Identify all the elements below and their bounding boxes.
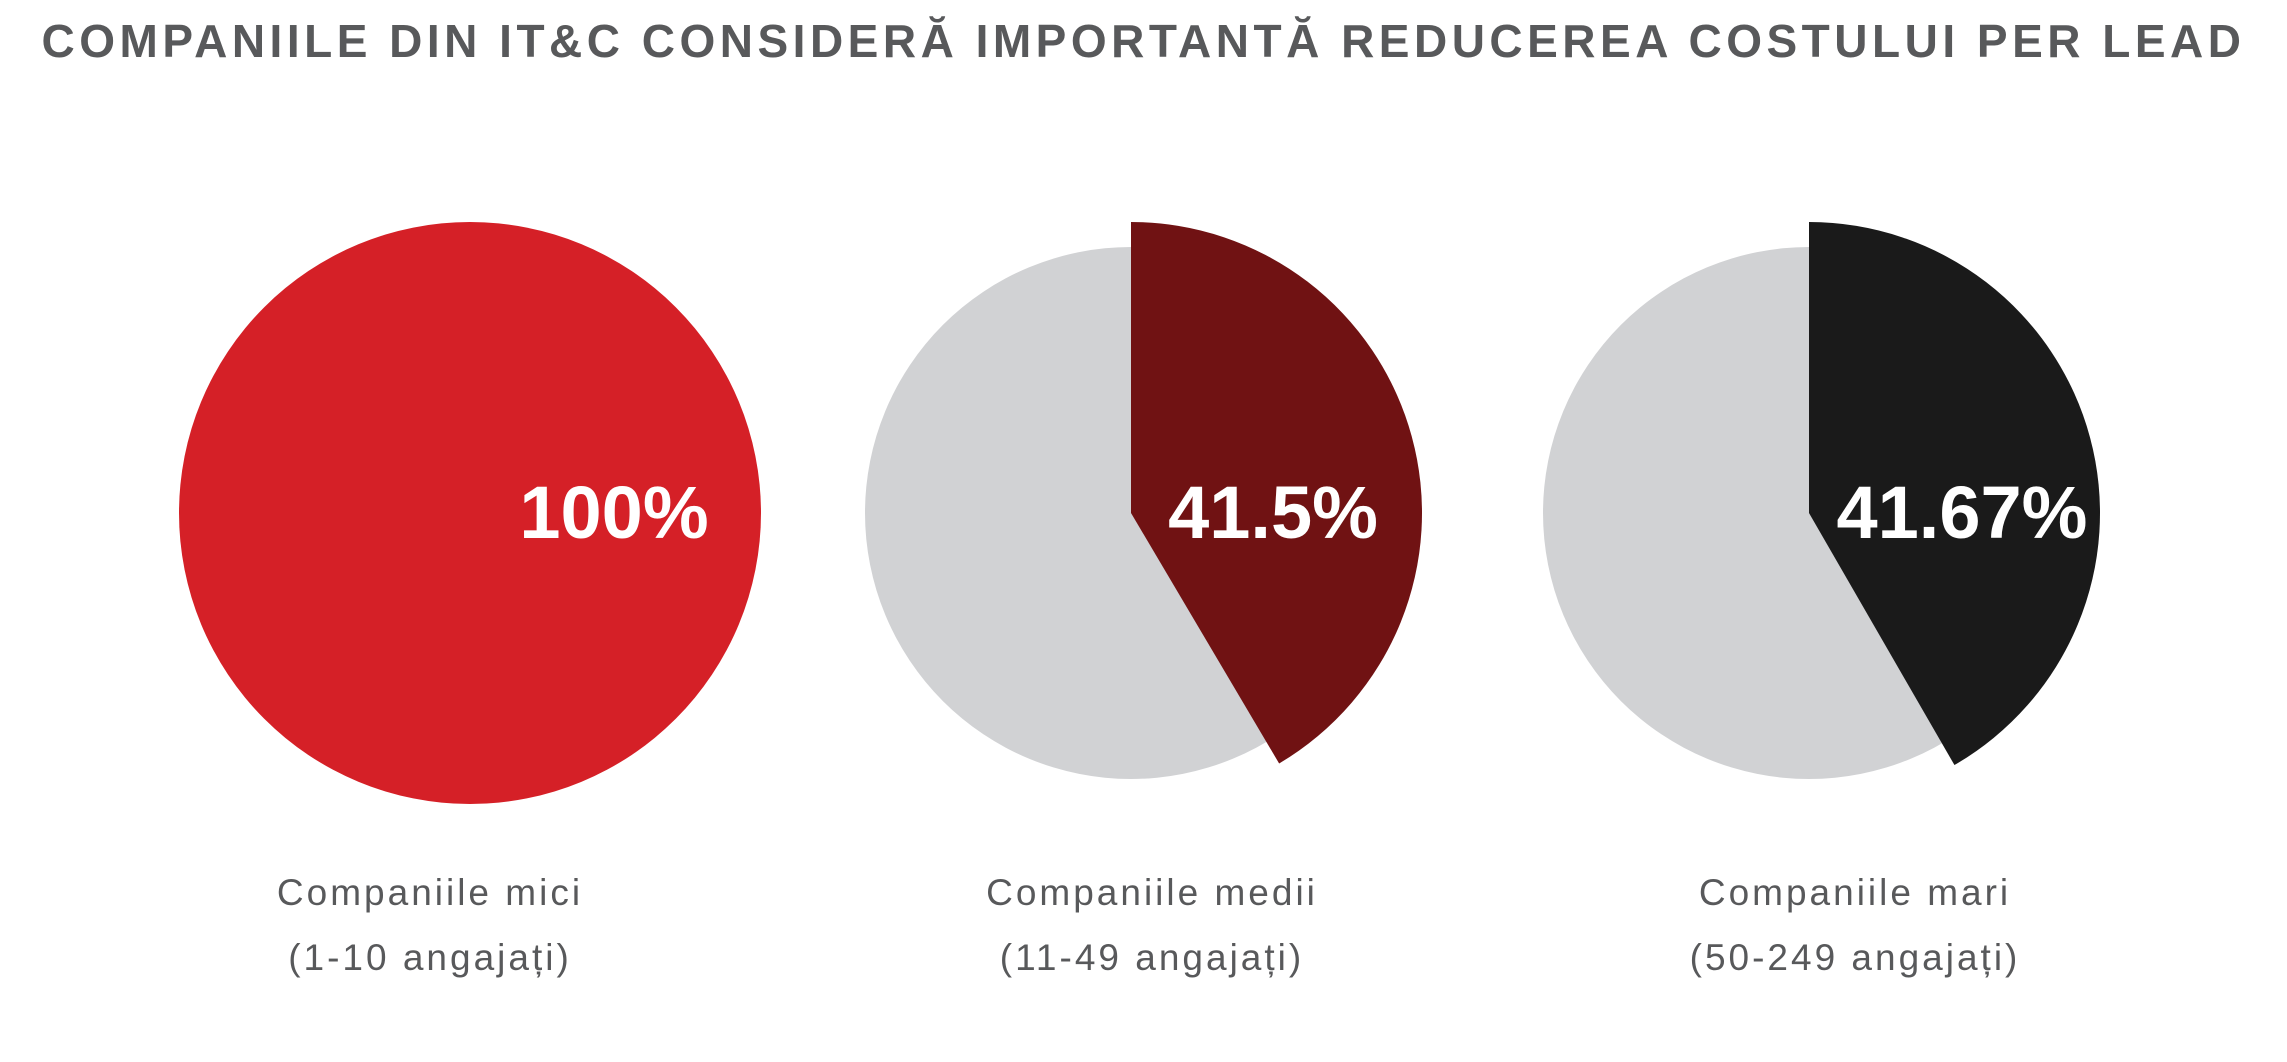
pie-value-label: 41.5% xyxy=(1168,471,1378,554)
pie-slice xyxy=(179,222,761,804)
pie-slice xyxy=(1809,222,2101,766)
pie-label-line1: Companiile mici xyxy=(276,872,584,913)
pie-label-1: Companiile medii (11-49 angajați) xyxy=(852,860,1452,990)
pie-label-2: Companiile mari (50-249 angajați) xyxy=(1555,860,2155,990)
pie-label-line2: (50-249 angajați) xyxy=(1689,937,2021,978)
pie-value-label: 41.67% xyxy=(1837,471,2088,554)
pie-slice xyxy=(1131,222,1423,764)
pie-label-line1: Companiile mari xyxy=(1698,872,2012,913)
pie-label-line2: (11-49 angajați) xyxy=(999,937,1305,978)
chart-title: COMPANIILE DIN IT&C CONSIDERĂ IMPORTANTĂ… xyxy=(41,15,2246,67)
pie-label-0: Companiile mici (1-10 angajați) xyxy=(130,860,730,990)
pie-0: 100% xyxy=(179,222,761,804)
pie-label-line2: (1-10 angajați) xyxy=(288,937,572,978)
pie-value-label: 100% xyxy=(519,471,708,554)
pie-2: 41.67% xyxy=(1543,222,2101,779)
pie-1: 41.5% xyxy=(865,222,1423,779)
pie-label-line1: Companiile medii xyxy=(986,872,1318,913)
